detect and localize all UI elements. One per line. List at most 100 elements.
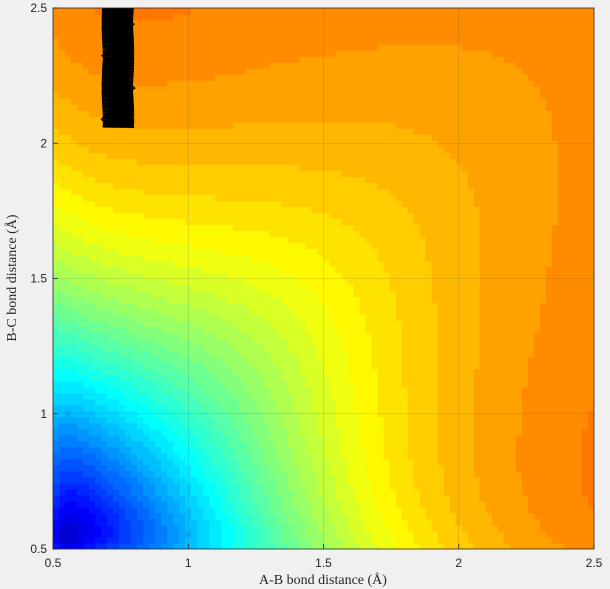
contour-cell — [377, 536, 385, 544]
contour-cell — [329, 254, 337, 262]
contour-cell — [209, 14, 216, 21]
contour-cell — [371, 26, 379, 33]
contour-cell — [305, 122, 313, 129]
contour-cell — [227, 44, 234, 51]
contour-cell — [179, 200, 186, 207]
contour-cell — [293, 146, 301, 153]
contour-cell — [335, 464, 343, 472]
contour-cell — [245, 350, 252, 358]
contour-cell — [245, 80, 252, 87]
contour-cell — [329, 290, 337, 298]
contour-cell — [287, 104, 295, 111]
contour-cell — [125, 380, 132, 388]
contour-cell — [197, 212, 204, 219]
contour-cell — [311, 128, 319, 135]
contour-cell — [365, 344, 373, 352]
contour-cell — [299, 404, 307, 412]
contour-cell — [239, 284, 246, 292]
contour-cell — [197, 476, 204, 484]
contour-cell — [239, 518, 246, 526]
contour-cell — [335, 122, 343, 129]
contour-cell — [71, 368, 78, 376]
contour-cell — [341, 416, 349, 424]
contour-cell — [71, 518, 78, 526]
contour-cell — [383, 446, 391, 454]
contour-cell — [275, 410, 283, 418]
contour-cell — [65, 362, 72, 370]
contour-cell — [89, 314, 96, 322]
contour-cell — [311, 416, 319, 424]
contour-cell — [155, 44, 162, 51]
contour-cell — [209, 248, 216, 256]
contour-cell — [143, 218, 150, 225]
contour-cell — [131, 506, 138, 514]
contour-cell — [233, 56, 240, 63]
contour-cell — [149, 326, 156, 334]
contour-cell — [185, 392, 192, 400]
contour-cell — [299, 110, 307, 117]
contour-cell — [371, 530, 379, 538]
contour-cell — [257, 194, 264, 201]
contour-cell — [65, 338, 72, 346]
contour-cell — [251, 38, 258, 45]
contour-cell — [287, 302, 295, 310]
contour-cell — [287, 314, 295, 322]
contour-cell — [203, 86, 210, 93]
contour-cell — [179, 452, 186, 460]
contour-cell — [71, 74, 78, 81]
contour-cell — [83, 176, 90, 183]
contour-cell — [281, 320, 289, 328]
contour-cell — [311, 320, 319, 328]
contour-cell — [269, 194, 277, 201]
contour-cell — [269, 20, 277, 27]
contour-cell — [257, 320, 264, 328]
contour-cell — [137, 290, 144, 298]
contour-cell — [53, 500, 60, 508]
contour-cell — [263, 50, 270, 57]
contour-cell — [299, 188, 307, 195]
contour-cell — [377, 164, 385, 171]
contour-cell — [353, 314, 361, 322]
contour-cell — [371, 428, 379, 436]
contour-cell — [197, 182, 204, 189]
contour-cell — [221, 206, 228, 213]
contour-cell — [347, 290, 355, 298]
contour-cell — [353, 488, 361, 496]
contour-cell — [233, 398, 240, 406]
contour-cell — [323, 446, 331, 454]
contour-cell — [227, 110, 234, 117]
contour-cell — [347, 512, 355, 520]
contour-cell — [107, 152, 114, 159]
contour-cell — [149, 290, 156, 298]
contour-cell — [359, 176, 367, 183]
contour-cell — [143, 452, 150, 460]
contour-cell — [323, 422, 331, 430]
contour-cell — [305, 236, 313, 244]
contour-cell — [293, 104, 301, 111]
contour-cell — [203, 440, 210, 448]
contour-cell — [281, 458, 289, 466]
contour-cell — [329, 356, 337, 364]
contour-cell — [329, 194, 337, 201]
contour-cell — [215, 332, 222, 340]
contour-cell — [101, 530, 108, 538]
contour-cell — [215, 422, 222, 430]
contour-cell — [365, 392, 373, 400]
contour-cell — [305, 332, 313, 340]
contour-cell — [353, 260, 361, 268]
contour-cell — [359, 224, 367, 232]
contour-cell — [383, 452, 391, 460]
contour-cell — [71, 500, 78, 508]
contour-cell — [209, 200, 216, 207]
contour-cell — [251, 98, 258, 105]
contour-cell — [239, 266, 246, 274]
contour-cell — [281, 344, 289, 352]
contour-cell — [275, 380, 283, 388]
contour-cell — [185, 248, 192, 256]
contour-cell — [77, 488, 84, 496]
contour-cell — [347, 8, 355, 15]
contour-cell — [227, 374, 234, 382]
contour-cell — [197, 170, 204, 177]
contour-cell — [83, 122, 90, 129]
contour-cell — [185, 182, 192, 189]
